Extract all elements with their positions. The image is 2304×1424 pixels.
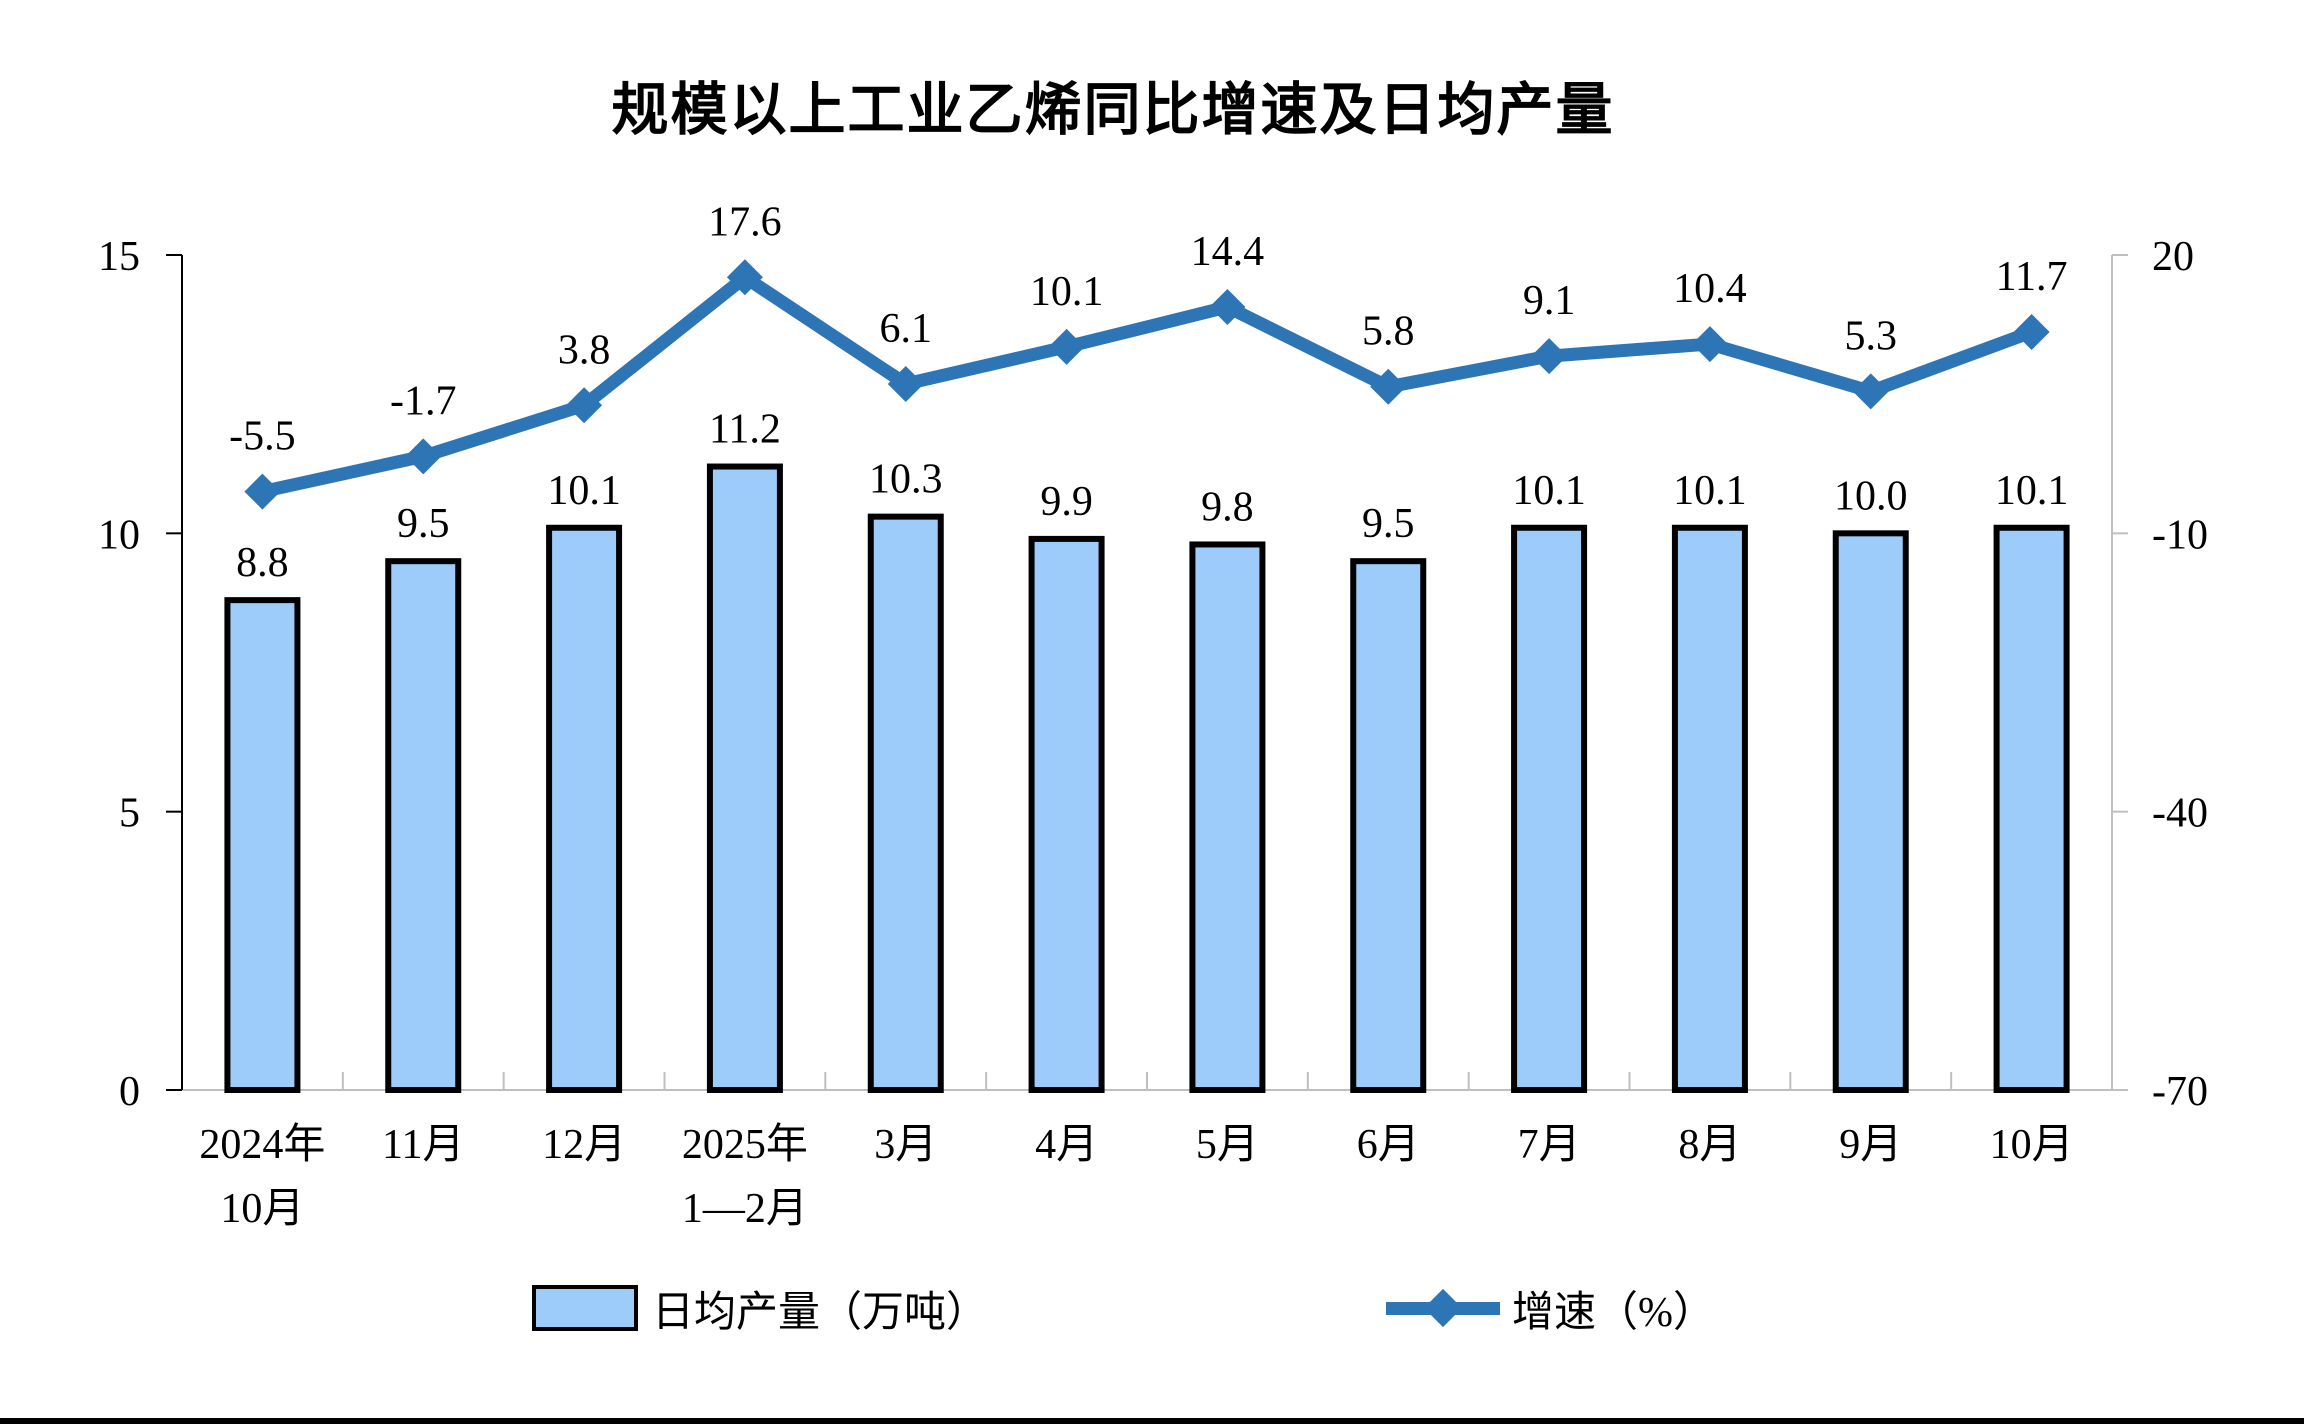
left-axis-tick-label: 5	[119, 791, 140, 837]
x-axis-label-8: 7月	[1518, 1122, 1581, 1168]
bar-2	[546, 524, 623, 1093]
legend-label-production: 日均产量（万吨）	[652, 1289, 989, 1336]
diamond-marker-7	[1370, 368, 1407, 405]
legend-item-production: 日均产量（万吨）	[532, 1278, 988, 1338]
line-label-6: 14.4	[1191, 229, 1265, 275]
x-axis-label-4: 3月	[874, 1122, 937, 1168]
line-label-11: 11.7	[1996, 254, 2068, 300]
right-axis-tick-label: -10	[2152, 512, 2208, 558]
x-axis-label-10: 9月	[1839, 1122, 1902, 1168]
legend-bar-swatch-icon	[532, 1285, 638, 1331]
bar-6	[1189, 541, 1266, 1093]
legend-line-swatch-icon	[1386, 1288, 1500, 1328]
line-label-4: 6.1	[880, 306, 933, 352]
bar-0	[224, 597, 301, 1094]
x-axis-label-3: 2025年	[682, 1121, 808, 1168]
diamond-marker-2	[566, 387, 603, 424]
x-axis-label-9: 8月	[1678, 1122, 1741, 1168]
diamond-marker-11	[2013, 314, 2050, 351]
bar-label-10: 10.0	[1834, 473, 1908, 519]
x-axis-label-6: 5月	[1196, 1122, 1259, 1168]
x-axis-label-2: 12月	[542, 1122, 626, 1168]
line-label-2: 3.8	[558, 327, 611, 373]
right-axis-tick-label: 20	[2152, 234, 2194, 280]
diamond-marker-3	[726, 259, 763, 296]
bar-5	[1028, 535, 1105, 1093]
bar-label-4: 10.3	[869, 457, 943, 503]
legend-label-growth: 增速（%）	[1512, 1289, 1715, 1336]
bottom-border	[0, 1418, 2304, 1424]
line-label-9: 10.4	[1673, 266, 1747, 312]
x-axis-label-1: 11月	[382, 1122, 464, 1168]
line-label-3: 17.6	[708, 199, 782, 245]
bar-7	[1350, 558, 1427, 1093]
bar-label-1: 9.5	[397, 501, 450, 547]
diamond-marker-5	[1048, 328, 1085, 365]
diamond-marker-1	[405, 438, 442, 475]
x-axis-label-11: 10月	[1990, 1122, 2074, 1168]
bar-label-5: 9.9	[1040, 479, 1093, 525]
bar-label-11: 10.1	[1995, 468, 2069, 514]
line-label-8: 9.1	[1523, 278, 1576, 324]
diamond-marker-icon	[1423, 1288, 1463, 1328]
bar-1	[385, 558, 462, 1093]
x-axis-label-5: 4月	[1035, 1122, 1098, 1168]
x-axis-label-0: 10月	[220, 1186, 304, 1232]
bar-label-0: 8.8	[236, 540, 289, 586]
bar-label-3: 11.2	[709, 407, 781, 453]
diamond-marker-10	[1852, 373, 1889, 410]
diamond-marker-6	[1209, 288, 1246, 325]
bar-10	[1832, 530, 1909, 1093]
line-label-1: -1.7	[390, 378, 457, 424]
x-axis-label-7: 6月	[1357, 1122, 1420, 1168]
diamond-marker-0	[244, 473, 281, 510]
left-axis-tick-label: 10	[98, 512, 140, 558]
diamond-marker-8	[1531, 338, 1568, 375]
bar-label-7: 9.5	[1362, 501, 1415, 547]
bar-label-8: 10.1	[1512, 468, 1586, 514]
bar-label-9: 10.1	[1673, 468, 1747, 514]
left-axis-tick-label: 15	[98, 234, 140, 280]
right-axis-tick-label: -40	[2152, 791, 2208, 837]
right-axis-tick-label: -70	[2152, 1069, 2208, 1115]
line-label-10: 5.3	[1845, 313, 1898, 359]
diamond-marker-9	[1691, 326, 1728, 363]
line-label-0: -5.5	[229, 414, 296, 460]
growth-line	[255, 270, 2039, 499]
bar-label-6: 9.8	[1201, 484, 1254, 530]
bar-label-2: 10.1	[547, 468, 621, 514]
line-label-5: 10.1	[1030, 269, 1104, 315]
bar-3	[706, 463, 783, 1093]
bar-4	[867, 513, 944, 1093]
line-label-7: 5.8	[1362, 309, 1415, 355]
chart-title: 规模以上工业乙烯同比增速及日均产量	[611, 79, 1615, 142]
bar-11	[1993, 524, 2070, 1093]
x-axis-label-3: 1—2月	[682, 1186, 808, 1232]
diamond-marker-4	[887, 365, 924, 402]
bar-9	[1671, 524, 1748, 1093]
bar-8	[1511, 524, 1588, 1093]
legend-item-growth: 增速（%）	[1386, 1278, 1715, 1338]
left-axis-tick-label: 0	[119, 1069, 140, 1115]
x-axis-label-0: 2024年	[199, 1121, 325, 1168]
